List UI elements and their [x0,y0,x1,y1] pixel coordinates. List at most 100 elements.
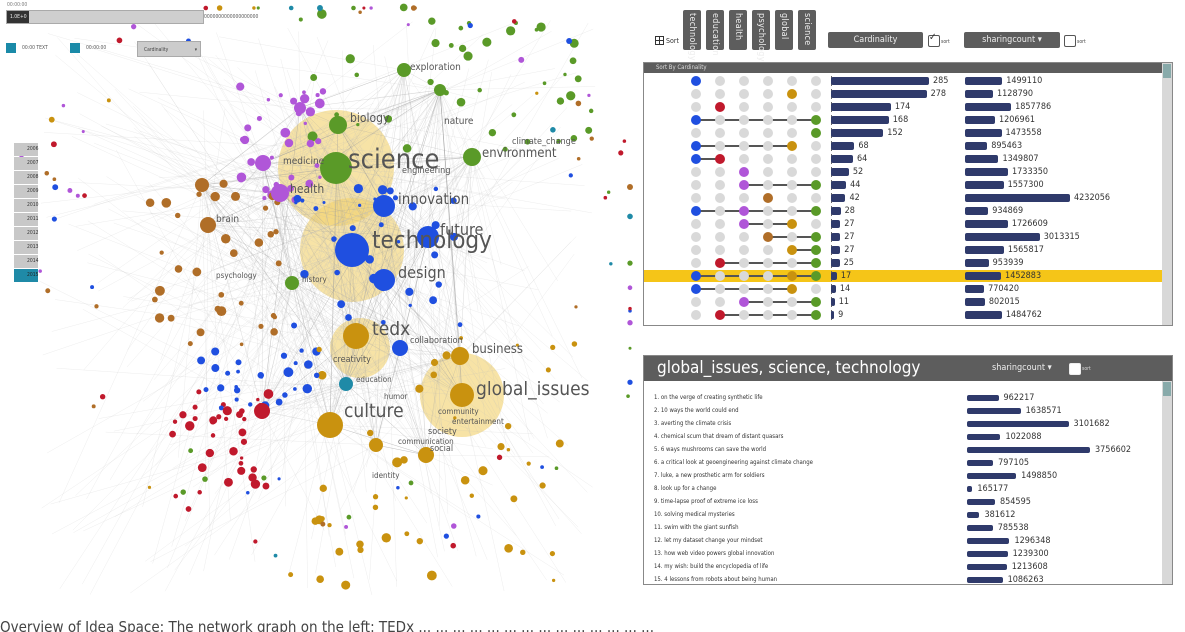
graph-node[interactable] [107,98,111,102]
tag-dot[interactable] [715,89,725,99]
graph-node[interactable] [198,463,207,472]
year-item-2013[interactable]: 2013 [14,241,38,254]
tag-dot[interactable] [787,141,797,151]
tag-dot[interactable] [691,154,701,164]
graph-node[interactable] [223,406,232,415]
graph-node[interactable] [373,494,378,499]
graph-node[interactable] [239,301,244,306]
graph-node[interactable] [470,494,474,498]
tag-dot[interactable] [811,115,821,125]
year-item-2007[interactable]: 2007 [14,157,38,170]
tag-dot[interactable] [715,206,725,216]
graph-node[interactable] [350,225,356,231]
graph-node[interactable] [38,269,41,272]
graph-node[interactable] [382,533,391,542]
graph-hub-node[interactable] [369,438,383,452]
graph-node[interactable] [240,456,243,459]
tag-dot[interactable] [787,271,797,281]
tag-dot[interactable] [787,154,797,164]
graph-node[interactable] [204,6,207,9]
tag-dot[interactable] [715,245,725,255]
graph-node[interactable] [468,23,473,28]
cardinality-button[interactable]: Cardinality [828,32,923,48]
tag-dot[interactable] [715,167,725,177]
graph-node[interactable] [239,461,244,466]
graph-node[interactable] [607,191,610,194]
graph-node[interactable] [252,6,255,9]
graph-node[interactable] [369,6,372,9]
tag-dot[interactable] [715,193,725,203]
graph-node[interactable] [257,6,260,9]
tag-dot[interactable] [763,271,773,281]
tag-dot[interactable] [691,89,701,99]
graph-node[interactable] [193,416,198,421]
graph-label-identity[interactable]: identity [372,472,399,480]
graph-node[interactable] [415,385,423,393]
tag-dot[interactable] [787,128,797,138]
talk-row[interactable]: 7. luke, a new prosthetic arm for soldie… [654,470,1164,482]
tag-dot[interactable] [787,232,797,242]
graph-node[interactable] [575,75,582,82]
graph-label-community[interactable]: community [438,408,479,416]
graph-node[interactable] [303,384,312,393]
graph-label-history[interactable]: history [302,276,327,284]
graph-node[interactable] [288,175,294,181]
timeline-slider[interactable]: 1.0E+0 [6,10,204,24]
graph-node[interactable] [188,448,193,453]
tag-dot[interactable] [811,297,821,307]
tag-dot[interactable] [763,258,773,268]
tag-dot[interactable] [763,180,773,190]
graph-node[interactable] [263,205,268,210]
graph-node[interactable] [45,288,50,293]
graph-node[interactable] [400,4,408,12]
year-item-2014[interactable]: 2014 [14,255,38,268]
graph-hub-node[interactable] [317,412,343,438]
graph-node[interactable] [206,449,214,457]
graph-label-environment[interactable]: environment [482,147,556,160]
graph-node[interactable] [335,548,343,556]
tag-column-health[interactable]: health [729,10,747,50]
tag-dot[interactable] [787,102,797,112]
graph-node[interactable] [628,285,633,290]
graph-node[interactable] [253,539,257,543]
graph-node[interactable] [527,461,531,465]
tag-dot[interactable] [763,193,773,203]
graph-node[interactable] [518,57,524,63]
graph-hub-node[interactable] [294,102,306,114]
tag-dot[interactable] [811,141,821,151]
graph-node[interactable] [351,6,356,11]
graph-node[interactable] [627,320,632,325]
tag-dot[interactable] [691,284,701,294]
scrollbar-thumb[interactable] [1163,64,1171,78]
graph-node[interactable] [261,475,266,480]
graph-node[interactable] [173,494,178,499]
graph-node[interactable] [270,156,274,160]
graph-node[interactable] [427,79,433,85]
graph-node[interactable] [244,124,251,131]
graph-node[interactable] [405,496,408,499]
graph-node[interactable] [497,455,502,460]
tag-dot[interactable] [787,115,797,125]
graph-node[interactable] [300,94,309,103]
graph-node[interactable] [235,398,239,402]
tag-dot[interactable] [715,310,725,320]
graph-node[interactable] [173,420,177,424]
graph-hub-node[interactable] [392,340,408,356]
tag-dot[interactable] [715,102,725,112]
graph-node[interactable] [362,6,365,9]
tag-dot[interactable] [739,284,749,294]
graph-node[interactable] [510,495,517,502]
tag-dot[interactable] [739,232,749,242]
graph-node[interactable] [231,192,240,201]
graph-node[interactable] [345,314,352,321]
tag-dot[interactable] [739,310,749,320]
graph-label-nature[interactable]: nature [444,117,473,127]
graph-node[interactable] [211,364,219,372]
graph-node[interactable] [316,347,321,352]
